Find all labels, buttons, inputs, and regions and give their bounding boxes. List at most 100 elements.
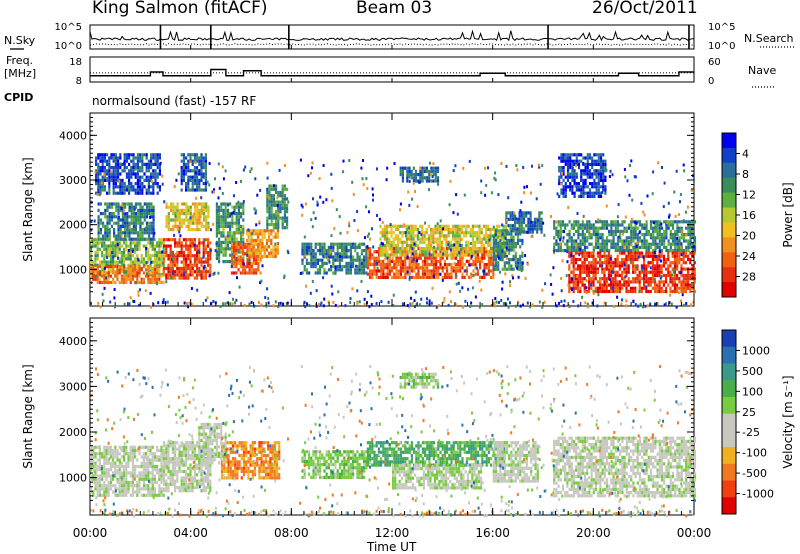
power-cell: [649, 226, 653, 230]
power-cell: [603, 223, 606, 227]
power-cell: [623, 257, 626, 262]
power-cell: [250, 229, 253, 233]
power-cell: [674, 236, 677, 240]
power-cell: [397, 243, 400, 248]
power-cell: [250, 242, 253, 246]
power-cell: [489, 227, 492, 232]
power-speckle: [428, 252, 431, 256]
power-cell: [643, 245, 646, 249]
power-cell: [147, 175, 150, 179]
power-cell: [180, 266, 183, 271]
power-cell: [540, 211, 543, 215]
power-cell: [441, 250, 444, 254]
power-cell: [590, 264, 593, 268]
power-cell: [610, 289, 613, 294]
power-cell: [182, 178, 185, 182]
power-cell: [101, 156, 104, 160]
power-cell: [588, 172, 592, 176]
power-speckle: [173, 233, 176, 237]
power-cell: [341, 268, 344, 272]
power-speckle: [276, 204, 279, 208]
power-cell: [673, 286, 676, 290]
power-cell: [250, 261, 253, 265]
power-cell: [597, 229, 600, 233]
power-cell: [419, 173, 422, 177]
power-cell: [105, 264, 108, 269]
power-cell: [235, 249, 238, 253]
power-cell: [501, 242, 504, 246]
power-cell: [187, 166, 190, 170]
power-cell: [612, 245, 615, 249]
power-cell: [330, 265, 333, 269]
power-cell: [369, 272, 372, 276]
power-cell: [123, 153, 126, 157]
power-speckle: [441, 278, 444, 282]
power-cell: [90, 244, 93, 248]
power-cell: [497, 254, 500, 258]
power-cell: [204, 250, 207, 255]
power-cell: [137, 208, 140, 212]
power-cell: [332, 271, 335, 275]
power-cell: [126, 202, 129, 206]
power-cell: [215, 205, 218, 209]
power-cell: [599, 242, 602, 246]
power-cell: [603, 254, 606, 258]
power-speckle: [651, 192, 654, 196]
power-cell: [634, 249, 637, 253]
power-cell: [270, 229, 273, 233]
power-cell: [114, 185, 117, 189]
power-cell: [120, 260, 123, 264]
power-speckle: [585, 279, 588, 283]
power-cell: [218, 212, 221, 216]
power-speckle: [654, 255, 657, 258]
power-cell: [423, 240, 426, 244]
power-cell: [140, 257, 143, 261]
power-cell: [235, 245, 238, 249]
nave-tick-label: 60: [708, 57, 721, 68]
power-cell: [443, 263, 446, 267]
power-cell: [629, 257, 632, 262]
power-cell: [154, 156, 157, 160]
power-speckle: [543, 233, 546, 237]
power-cell: [360, 261, 363, 265]
power-cell: [321, 252, 324, 256]
power-cell: [321, 242, 324, 246]
power-cell: [383, 231, 386, 235]
power-cell: [427, 243, 430, 248]
power-cell: [632, 236, 635, 240]
power-cell: [193, 188, 196, 192]
power-cell: [480, 240, 483, 244]
power-cell: [139, 175, 142, 179]
power-cell: [469, 231, 472, 235]
power-cell: [312, 252, 315, 256]
power-cell: [680, 280, 683, 284]
power-cell: [196, 228, 199, 232]
power-cell: [401, 250, 404, 254]
power-cell: [270, 194, 273, 198]
power-cell: [435, 266, 438, 270]
power-speckle: [144, 226, 147, 230]
power-cell: [571, 153, 574, 157]
power-speckle: [485, 183, 488, 187]
power-cell: [158, 241, 161, 245]
power-cell: [388, 256, 391, 260]
power-speckle: [366, 245, 369, 249]
power-cell: [101, 250, 104, 255]
power-cell: [643, 273, 646, 278]
power-cell: [401, 253, 404, 257]
power-cell: [471, 250, 474, 254]
freq-tick-label: 8: [76, 76, 82, 87]
power-cell: [180, 273, 183, 277]
power-cell: [235, 265, 238, 269]
power-cell: [386, 231, 389, 235]
power-cell: [450, 275, 453, 279]
power-cell: [193, 175, 196, 179]
power-cell: [123, 260, 126, 264]
power-cell: [570, 223, 573, 227]
power-cell: [676, 277, 679, 281]
power-cell: [147, 162, 150, 166]
power-cell: [366, 263, 369, 267]
power-speckle: [424, 221, 427, 225]
power-cell: [463, 231, 466, 235]
power-cell: [594, 226, 598, 230]
